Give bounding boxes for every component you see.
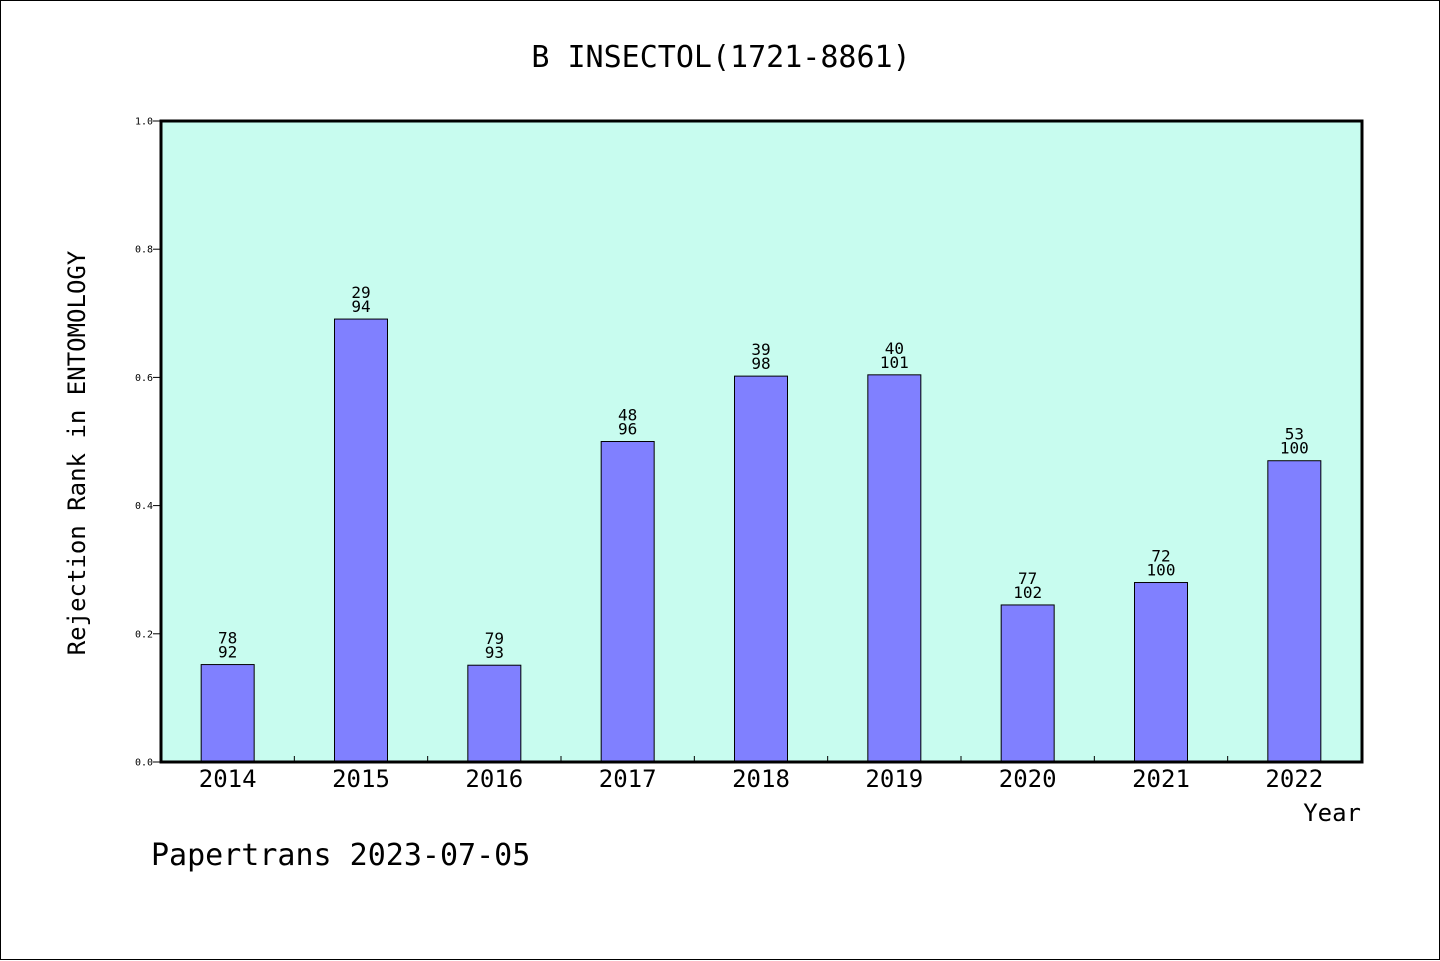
bar-label-top: 78 [218,629,237,648]
x-axis: 2014 2015 2016 2017 2018 2019 2020 2021 2022 [199,756,1323,793]
footer-text: Papertrans 2023-07-05 [151,838,530,873]
bar-label-bottom: 98 [751,354,770,373]
bar-label-bottom: 100 [1147,561,1176,580]
bar-2019 [867,374,922,763]
x-tick-label: 2017 [599,765,657,793]
y-tick-label: 0.8 [135,245,153,256]
bar-label-bottom: 96 [618,420,637,439]
chart-title: B INSECTOL(1721-8861) [531,40,910,75]
bar-label-top: 53 [1285,425,1304,444]
bar-label-bottom: 100 [1280,439,1309,458]
bar-label-top: 77 [1018,569,1037,588]
x-tick-label: 2022 [1265,765,1323,793]
y-tick-label: 0.2 [135,629,153,640]
bar-label-top: 79 [485,629,504,648]
bar-label-top: 40 [885,339,904,358]
bar-2017 [600,441,655,763]
plot-border [159,119,1364,764]
y-axis: 0.0 0.2 0.4 0.6 0.8 1.0 [135,117,161,769]
bar-2016 [467,664,522,763]
bar-label-bottom: 92 [218,643,237,662]
bars-group [200,318,1322,763]
y-tick-label: 1.0 [135,117,153,128]
bar-label-bottom: 93 [485,643,504,662]
bar-label-bottom: 101 [880,353,909,372]
bar-2014 [200,664,255,763]
bar-label-top: 29 [351,283,370,302]
bar-2015 [334,318,388,763]
bar-2022 [1267,460,1322,763]
y-tick-label: 0.0 [135,758,153,769]
x-tick-label: 2015 [332,765,390,793]
bar-label-top: 48 [618,406,637,425]
bar-label-top: 39 [751,340,770,359]
y-axis-label: Rejection Rank in ENTOMOLOGY [63,250,91,655]
x-tick-label: 2020 [999,765,1057,793]
bar-label-bottom: 102 [1013,583,1042,602]
bar-2018 [734,375,788,763]
x-tick-label: 2014 [199,765,257,793]
bar-label-top: 72 [1151,547,1170,566]
y-tick-label: 0.6 [135,373,153,384]
bar-label-bottom: 94 [351,297,370,316]
y-tick-label: 0.4 [135,501,153,512]
x-axis-label: Year [1303,799,1361,827]
x-tick-label: 2021 [1132,765,1190,793]
x-tick-label: 2018 [732,765,790,793]
x-tick-label: 2016 [465,765,523,793]
bar-2020 [1000,604,1055,763]
bar-2021 [1134,582,1188,763]
x-tick-label: 2019 [865,765,923,793]
